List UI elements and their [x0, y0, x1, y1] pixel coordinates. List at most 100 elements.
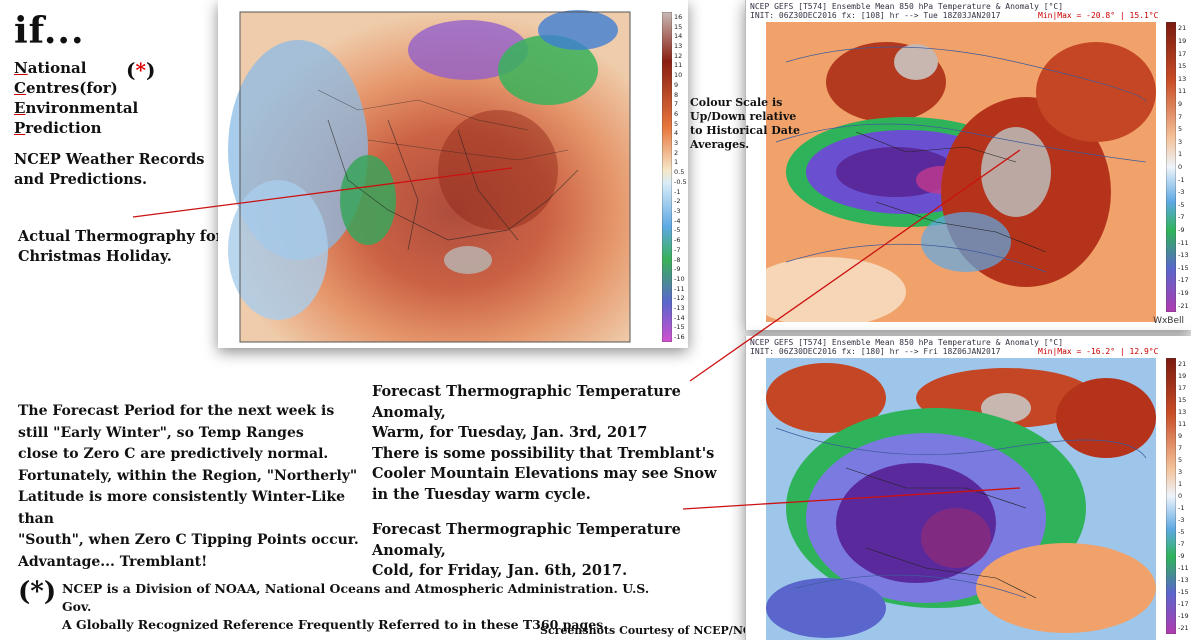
scale-label: 17 — [1178, 384, 1187, 392]
cold-header-init: INIT: 06Z30DEC2016 fx: [180] hr --> Fri … — [750, 347, 1001, 356]
scale-label: 10 — [674, 71, 683, 80]
scale-label: -12 — [674, 294, 685, 303]
warm-header-init: INIT: 06Z30DEC2016 fx: [108] hr --> Tue … — [750, 11, 1001, 20]
scale-label: 11 — [674, 61, 683, 70]
scale-label: 11 — [1178, 420, 1187, 428]
records-text: NCEP Weather Records and Predictions. — [14, 151, 205, 188]
scale-label: 1 — [1178, 480, 1183, 488]
acronym-rest: entres(for) — [25, 79, 118, 97]
acronym-rest: nvironmental — [25, 99, 139, 117]
page-title: if... — [14, 10, 85, 52]
scale-label: -11 — [1178, 564, 1189, 572]
scale-label: 14 — [674, 32, 683, 41]
scale-label: -15 — [1178, 263, 1189, 272]
scale-label: -5 — [1178, 528, 1185, 536]
warm-forecast-caption: Forecast Thermographic Temperature Anoma… — [372, 382, 742, 505]
warm-line: There is some possibility that Tremblant… — [372, 444, 715, 462]
scale-label: 7 — [674, 100, 679, 109]
scale-label: 19 — [1178, 372, 1187, 380]
arrow-warm — [689, 149, 1021, 382]
scale-label: -8 — [674, 255, 681, 264]
noaa-line: A Globally Recognized Reference Frequent… — [62, 617, 608, 632]
warm-header-title: NCEP GEFS [T574] Ensemble Mean 850 hPa T… — [750, 2, 1064, 11]
scale-label: -21 — [1178, 624, 1189, 632]
acronym-initial: N — [14, 59, 28, 77]
scale-label: 0 — [1178, 163, 1183, 171]
forecast-period-text: The Forecast Period for the next week is… — [18, 401, 368, 573]
scale-label: -15 — [1178, 588, 1189, 596]
scale-label: -14 — [674, 313, 685, 322]
scale-label: -19 — [1178, 289, 1189, 298]
scale-label: -4 — [674, 216, 681, 225]
scale-label: 1 — [674, 158, 679, 167]
acronym-rest: rediction — [25, 119, 102, 137]
scale-label: 2 — [674, 148, 679, 157]
scale-label: 3 — [1178, 468, 1183, 476]
scale-label: -3 — [1178, 188, 1185, 197]
period-line: The Forecast Period for the next week is — [18, 403, 335, 419]
scale-label: -5 — [1178, 200, 1185, 209]
scale-label: -13 — [1178, 576, 1189, 584]
scale-label: 7 — [1178, 444, 1183, 452]
ncep-acronym: National Centres(for) Environmental Pred… — [14, 58, 138, 138]
scale-label: 3 — [674, 139, 679, 148]
cold-anomaly-map — [766, 358, 1156, 640]
red-asterisk: * — [135, 58, 146, 82]
actual-anomaly-map — [228, 10, 631, 343]
period-line: "South", when Zero C Tipping Points occu… — [18, 532, 359, 548]
noaa-line: NCEP is a Division of NOAA, National Oce… — [62, 581, 650, 614]
courtesy-credit: Screenshots Courtesy of NCEP/NOAA — [540, 624, 770, 637]
scale-label: -11 — [1178, 238, 1189, 247]
scale-label: 0.5 — [674, 168, 685, 177]
acronym-initial: E — [14, 99, 26, 117]
period-line: still "Early Winter", so Temp Ranges — [18, 424, 304, 441]
scale-label: -11 — [674, 284, 685, 293]
scale-label: 16 — [674, 12, 683, 21]
scale-label: -2 — [674, 197, 681, 206]
noaa-note: NCEP is a Division of NOAA, National Oce… — [62, 580, 662, 634]
scale-label: 5 — [674, 119, 679, 128]
scale-label: -21 — [1178, 301, 1189, 310]
scale-label: 5 — [1178, 125, 1183, 134]
actual-thermography-panel: 16 15 14 13 12 11 10 9 8 7 6 5 4 3 2 1 0.5 -0.5 -1 -2 -3 -4 -5… — [218, 0, 688, 348]
cold-forecast-caption: Forecast Thermographic Temperature Anoma… — [372, 520, 742, 582]
scale-label: -19 — [1178, 612, 1189, 620]
period-line: close to Zero C are predictively normal. — [18, 446, 329, 462]
acronym-initial: P — [14, 119, 26, 137]
cold-line: Forecast Thermographic Temperature Anoma… — [372, 521, 681, 559]
acronym-initial: C — [14, 79, 26, 97]
scale-label: 15 — [674, 22, 683, 31]
acronym-line-environmental: Environmental — [14, 98, 138, 118]
acronym-rest: ational — [27, 59, 87, 77]
scale-label: 13 — [674, 41, 683, 50]
arrow-actual — [132, 167, 513, 218]
footnote-star: (*) — [18, 577, 57, 607]
warm-line: Cooler Mountain Elevations may see Snow — [372, 465, 717, 482]
warm-anomaly-map — [766, 22, 1156, 322]
scale-label: 8 — [674, 90, 679, 99]
scale-label: 15 — [1178, 396, 1187, 404]
scale-label: 7 — [1178, 112, 1183, 121]
colour-scale-note: Colour Scale is Up/Down relative to Hist… — [690, 96, 800, 151]
scale-label: -16 — [674, 333, 685, 342]
scale-label: 11 — [1178, 87, 1187, 96]
scale-label: 13 — [1178, 408, 1187, 416]
scale-label: 3 — [1178, 137, 1183, 146]
footnote-marker: (*) — [126, 58, 156, 82]
warm-minmax: Min|Max = -20.8° | 15.1°C — [1038, 11, 1159, 20]
scale-label: -10 — [674, 274, 685, 283]
cold-color-scale — [1166, 358, 1176, 634]
scale-label: -3 — [1178, 516, 1185, 524]
scale-label: 5 — [1178, 456, 1183, 464]
scale-label: -0.5 — [674, 177, 687, 186]
warm-line: Warm, for Tuesday, Jan. 3rd, 2017 — [372, 424, 648, 441]
scale-label: -7 — [674, 245, 681, 254]
scale-label: 9 — [1178, 99, 1183, 108]
scale-label: -13 — [674, 304, 685, 313]
scale-label: 9 — [1178, 432, 1183, 440]
actual-caption: Actual Thermography for Christmas Holida… — [18, 228, 224, 265]
scale-label: 9 — [674, 80, 679, 89]
scale-label: -17 — [1178, 276, 1189, 285]
cold-header-title: NCEP GEFS [T574] Ensemble Mean 850 hPa T… — [750, 338, 1064, 347]
